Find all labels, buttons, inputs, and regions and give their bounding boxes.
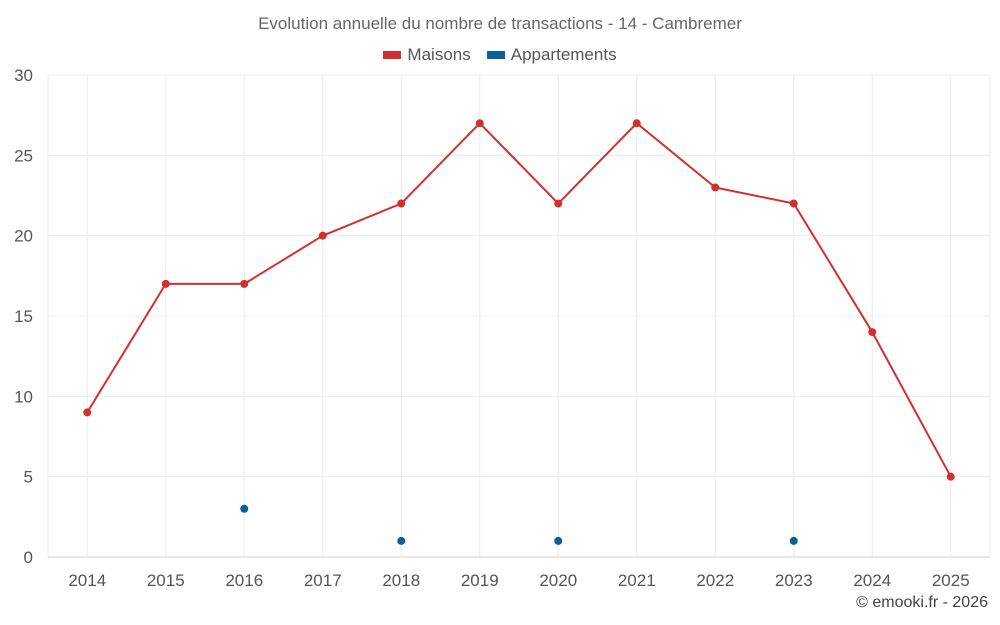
y-tick-label: 5 xyxy=(24,468,33,487)
data-point-maisons xyxy=(711,183,720,192)
data-point-maisons xyxy=(868,328,877,337)
legend: Maisons Appartements xyxy=(0,45,1000,65)
x-tick-label: 2017 xyxy=(304,571,342,590)
data-point-appartements xyxy=(240,504,249,513)
data-point-maisons xyxy=(83,408,92,417)
legend-swatch-maisons xyxy=(383,51,402,59)
data-point-maisons xyxy=(946,472,955,481)
data-point-appartements xyxy=(554,536,563,545)
y-tick-label: 15 xyxy=(14,307,33,326)
y-tick-label: 0 xyxy=(24,548,33,567)
y-tick-label: 30 xyxy=(14,66,33,85)
x-tick-label: 2023 xyxy=(775,571,813,590)
series-line-maisons xyxy=(86,122,952,478)
data-point-appartements xyxy=(789,536,798,545)
data-point-maisons xyxy=(554,199,563,208)
credit-text: © emooki.fr - 2026 xyxy=(856,594,988,611)
x-tick-label: 2018 xyxy=(382,571,420,590)
data-point-maisons xyxy=(789,199,798,208)
legend-item-maisons[interactable]: Maisons xyxy=(383,45,471,65)
x-tick-label: 2016 xyxy=(225,571,263,590)
data-point-maisons xyxy=(240,279,249,288)
x-tick-label: 2025 xyxy=(932,571,970,590)
data-point-maisons xyxy=(397,199,406,208)
legend-label-maisons: Maisons xyxy=(407,45,471,64)
x-tick-label: 2021 xyxy=(618,571,656,590)
data-point-maisons xyxy=(161,279,170,288)
data-point-maisons xyxy=(632,119,641,128)
x-tick-label: 2019 xyxy=(461,571,499,590)
x-tick-label: 2024 xyxy=(853,571,891,590)
data-point-maisons xyxy=(475,119,484,128)
data-point-maisons xyxy=(318,231,327,240)
y-tick-label: 20 xyxy=(14,227,33,246)
y-tick-label: 25 xyxy=(14,146,33,165)
legend-label-appartements: Appartements xyxy=(510,45,617,64)
legend-item-appartements[interactable]: Appartements xyxy=(486,45,617,65)
x-tick-label: 2015 xyxy=(147,571,185,590)
chart-title: Evolution annuelle du nombre de transact… xyxy=(258,14,742,33)
legend-swatch-appartements xyxy=(486,51,505,59)
x-tick-label: 2020 xyxy=(539,571,577,590)
data-point-appartements xyxy=(397,536,406,545)
y-tick-label: 10 xyxy=(14,387,33,406)
x-tick-label: 2014 xyxy=(68,571,106,590)
x-tick-label: 2022 xyxy=(696,571,734,590)
